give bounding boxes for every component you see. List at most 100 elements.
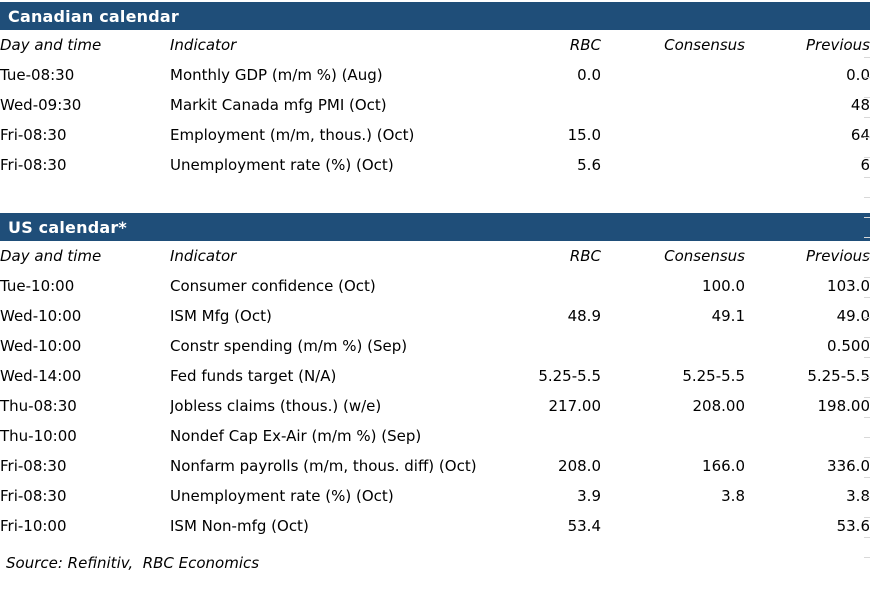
cell-day-time: Wed-14:00: [0, 367, 82, 385]
cell-rbc: [500, 421, 601, 451]
table-body: Tue-10:00 Consumer confidence (Oct) 100.…: [0, 271, 870, 541]
table-row: Tue-10:00 Consumer confidence (Oct) 100.…: [0, 271, 870, 301]
cell-indicator: Jobless claims (thous.) (w/e): [170, 397, 382, 415]
cell-rbc: 5.6: [577, 156, 601, 174]
table-row: Wed-10:00 Constr spending (m/m %) (Sep) …: [0, 331, 870, 361]
cell-previous: 48: [850, 96, 870, 114]
cell-consensus: 3.8: [721, 487, 745, 505]
cell-indicator: ISM Mfg (Oct): [170, 307, 272, 325]
cell-previous: 103.0: [827, 277, 870, 295]
cell-rbc: 3.9: [577, 487, 601, 505]
cell-indicator: ISM Non-mfg (Oct): [170, 517, 309, 535]
cell-day-time: Wed-09:30: [0, 96, 82, 114]
col-header-day-and-time: Day and time: [0, 36, 102, 54]
calendar-table: Day and time Indicator RBC Consensus Pre…: [0, 241, 870, 541]
column-header-row: Day and time Indicator RBC Consensus Pre…: [0, 241, 870, 271]
table-body: Tue-08:30 Monthly GDP (m/m %) (Aug) 0.0 …: [0, 60, 870, 180]
cell-consensus: [601, 331, 745, 361]
cell-rbc: [500, 331, 601, 361]
cell-previous: 6: [860, 156, 870, 174]
cell-indicator: Monthly GDP (m/m %) (Aug): [170, 66, 383, 84]
section-title: US calendar*: [8, 217, 128, 237]
table-row: Tue-08:30 Monthly GDP (m/m %) (Aug) 0.0 …: [0, 60, 870, 90]
cell-previous: 49.0: [836, 307, 870, 325]
cell-indicator: Employment (m/m, thous.) (Oct): [170, 126, 415, 144]
table-row: Thu-10:00 Nondef Cap Ex-Air (m/m %) (Sep…: [0, 421, 870, 451]
col-header-rbc: RBC: [569, 247, 601, 265]
cell-rbc: [500, 271, 601, 301]
col-header-indicator: Indicator: [170, 247, 237, 265]
col-header-indicator: Indicator: [170, 36, 237, 54]
cell-previous: [745, 421, 870, 451]
cell-indicator: Markit Canada mfg PMI (Oct): [170, 96, 387, 114]
source-note: Source: Refinitiv, RBC Economics: [6, 554, 260, 572]
cell-rbc: 48.9: [567, 307, 601, 325]
col-header-consensus: Consensus: [664, 36, 745, 54]
cell-rbc: [500, 90, 601, 120]
table-row: Wed-14:00 Fed funds target (N/A) 5.25-5.…: [0, 361, 870, 391]
cell-consensus: [601, 120, 745, 150]
cell-previous: 3.8: [846, 487, 870, 505]
cell-day-time: Thu-10:00: [0, 427, 77, 445]
cell-consensus: [601, 511, 745, 541]
table-row: Fri-08:30 Unemployment rate (%) (Oct) 5.…: [0, 150, 870, 180]
col-header-rbc: RBC: [569, 36, 601, 54]
cell-previous: 336.0: [827, 457, 870, 475]
cell-consensus: 208.00: [692, 397, 746, 415]
cell-rbc: 217.00: [548, 397, 602, 415]
cell-indicator: Constr spending (m/m %) (Sep): [170, 337, 408, 355]
table-row: Thu-08:30 Jobless claims (thous.) (w/e) …: [0, 391, 870, 421]
table-row: Fri-10:00 ISM Non-mfg (Oct) 53.4 53.6: [0, 511, 870, 541]
col-header-previous: Previous: [806, 36, 870, 54]
calendar-section-us: US calendar* Day and time Indicator RBC …: [0, 213, 870, 541]
cell-consensus: 5.25-5.5: [682, 367, 745, 385]
section-title-bar: US calendar*: [0, 213, 870, 241]
col-header-day-and-time: Day and time: [0, 247, 102, 265]
cell-consensus: 166.0: [702, 457, 745, 475]
cell-day-time: Fri-08:30: [0, 126, 67, 144]
cell-previous: 64: [850, 126, 870, 144]
cell-indicator: Unemployment rate (%) (Oct): [170, 156, 394, 174]
cell-consensus: 100.0: [702, 277, 745, 295]
cell-previous: 198.00: [817, 397, 870, 415]
cell-indicator: Fed funds target (N/A): [170, 367, 337, 385]
cell-consensus: 49.1: [711, 307, 745, 325]
table-row: Fri-08:30 Employment (m/m, thous.) (Oct)…: [0, 120, 870, 150]
cell-day-time: Thu-08:30: [0, 397, 77, 415]
cell-day-time: Tue-08:30: [0, 66, 75, 84]
calendar-sections: Canadian calendar Day and time Indicator…: [0, 2, 870, 541]
table-row: Fri-08:30 Unemployment rate (%) (Oct) 3.…: [0, 481, 870, 511]
cell-day-time: Wed-10:00: [0, 337, 82, 355]
cell-previous: 0.0: [846, 66, 870, 84]
cell-indicator: Nondef Cap Ex-Air (m/m %) (Sep): [170, 427, 422, 445]
cell-rbc: 53.4: [567, 517, 601, 535]
cell-indicator: Unemployment rate (%) (Oct): [170, 487, 394, 505]
col-header-consensus: Consensus: [664, 247, 745, 265]
cell-consensus: [601, 421, 745, 451]
table-row: Wed-09:30 Markit Canada mfg PMI (Oct) 48: [0, 90, 870, 120]
cell-indicator: Consumer confidence (Oct): [170, 277, 376, 295]
cell-consensus: [601, 60, 745, 90]
cell-day-time: Wed-10:00: [0, 307, 82, 325]
cell-rbc: 5.25-5.5: [538, 367, 601, 385]
cell-rbc: 208.0: [558, 457, 601, 475]
cell-day-time: Fri-08:30: [0, 457, 67, 475]
calendar-section-canadian: Canadian calendar Day and time Indicator…: [0, 2, 870, 180]
cell-indicator: Nonfarm payrolls (m/m, thous. diff) (Oct…: [170, 457, 477, 475]
section-title-bar: Canadian calendar: [0, 2, 870, 30]
cell-previous: 0.500: [827, 337, 870, 355]
calendar-table: Day and time Indicator RBC Consensus Pre…: [0, 30, 870, 180]
cell-day-time: Fri-08:30: [0, 487, 67, 505]
cell-day-time: Fri-08:30: [0, 156, 67, 174]
cell-previous: 53.6: [836, 517, 870, 535]
cell-consensus: [601, 90, 745, 120]
cell-consensus: [601, 150, 745, 180]
column-header-row: Day and time Indicator RBC Consensus Pre…: [0, 30, 870, 60]
table-row: Wed-10:00 ISM Mfg (Oct) 48.9 49.1 49.0: [0, 301, 870, 331]
cell-rbc: 15.0: [567, 126, 601, 144]
table-row: Fri-08:30 Nonfarm payrolls (m/m, thous. …: [0, 451, 870, 481]
cell-day-time: Fri-10:00: [0, 517, 67, 535]
section-title: Canadian calendar: [8, 6, 179, 26]
cell-previous: 5.25-5.5: [807, 367, 870, 385]
